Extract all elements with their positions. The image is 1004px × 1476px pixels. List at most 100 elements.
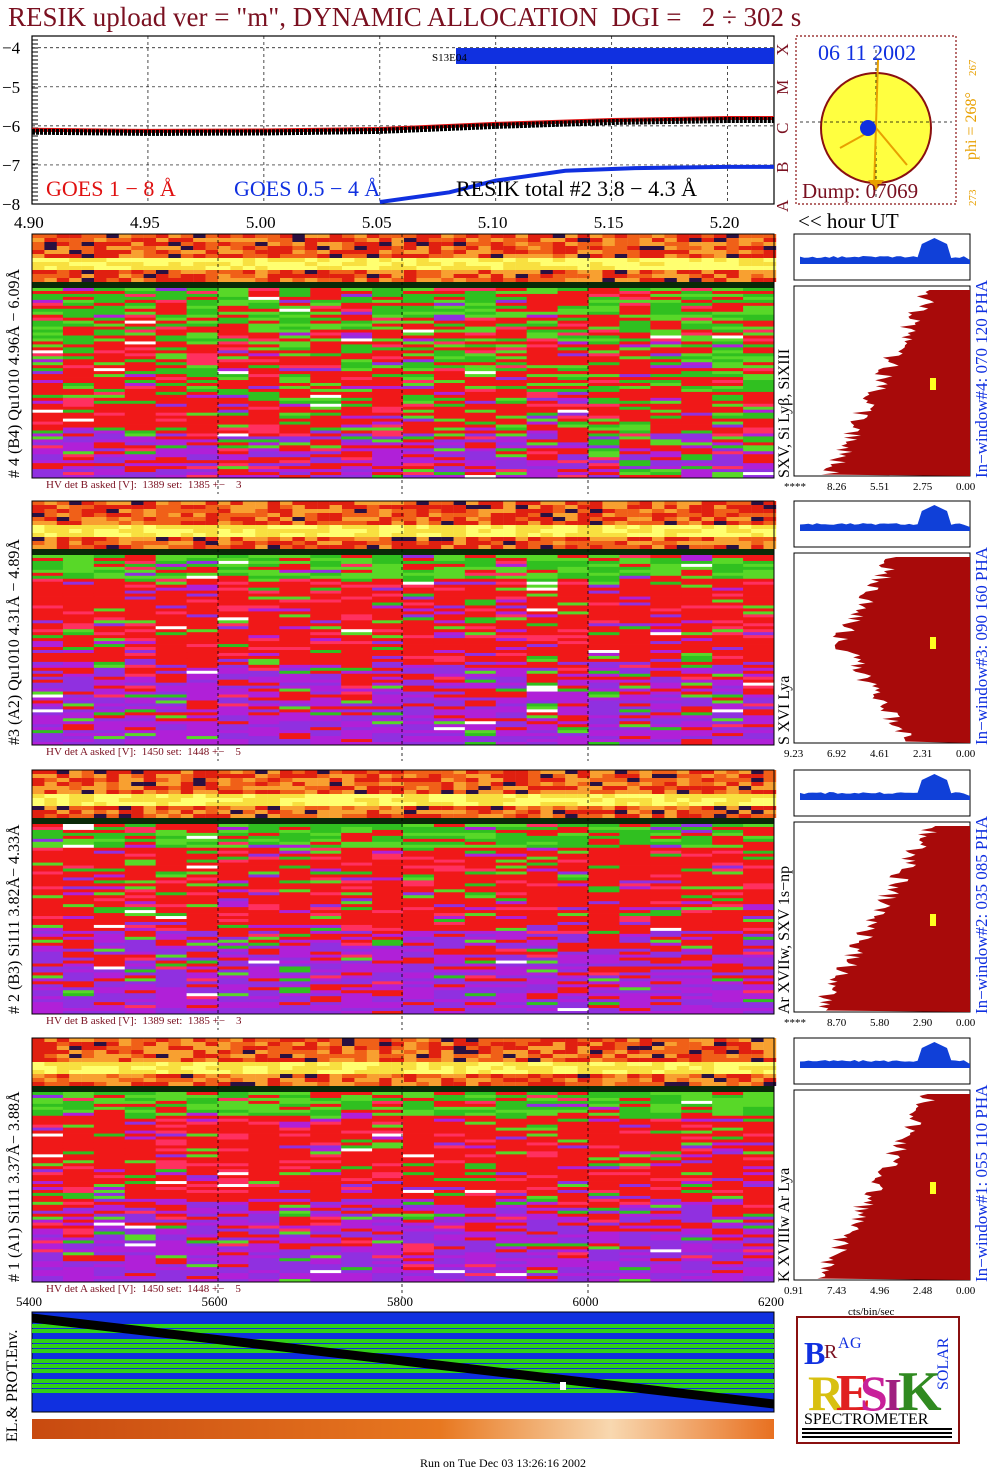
spectrogram bbox=[31, 233, 777, 494]
channel-left-label: # 4 (B4) Qu1010 4.96Å − 6.09Å bbox=[6, 268, 23, 478]
goes-xtick-label: 5.05 bbox=[362, 213, 392, 230]
legend-goes-0-5-4: GOES 0.5 − 4 Å bbox=[234, 176, 380, 201]
pha-xtick-label: 9.23 bbox=[784, 748, 804, 760]
pha-xtick-label: 0.00 bbox=[956, 748, 976, 760]
env-xtick-label: 6200 bbox=[758, 1294, 784, 1309]
pha-histogram: **** 8.26 5.51 2.75 0.00 bbox=[784, 233, 976, 493]
goes-lightcurve-panel: −4 −5 −6 −7 −8 4.90 4.95 5.00 5.05 5.10 5.15 5.20 … bbox=[0, 30, 792, 232]
env-xtick-label: 6000 bbox=[573, 1294, 599, 1309]
goes-class-letter: A bbox=[773, 199, 790, 212]
legend-goes-1-8: GOES 1 − 8 Å bbox=[46, 176, 176, 201]
channel-panel-1: HV det A asked [V]: 1450 set: 1448 +− 5 #… bbox=[0, 1036, 1004, 1298]
pha-xtick-label: 0.00 bbox=[956, 1285, 976, 1297]
footer-run-info: Run on Tue Dec 03 13:26:16 2002 bbox=[420, 1456, 587, 1470]
flare-location-dot bbox=[860, 120, 876, 136]
pha-xtick-label: 8.70 bbox=[827, 1017, 847, 1029]
sun-phi: phi = 268° bbox=[963, 92, 980, 160]
goes-ytick-label: −4 bbox=[2, 39, 21, 58]
goes-0-5-4-curve bbox=[379, 164, 774, 204]
sun-panel: 06 11 2002 Dump: 07069 phi = 268° 267 27… bbox=[792, 30, 1004, 210]
goes-ytick-label: −8 bbox=[2, 195, 20, 214]
active-region-bar bbox=[456, 48, 774, 64]
page-title: RESIK upload ver = "m", DYNAMIC ALLOCATI… bbox=[8, 2, 802, 32]
env-xtick-label: 5600 bbox=[202, 1294, 228, 1309]
pha-xtick-label: **** bbox=[784, 481, 806, 493]
sun-disk-diagram: 06 11 2002 Dump: 07069 phi = 268° 267 27… bbox=[795, 35, 980, 206]
pha-histogram: 0.91 7.43 4.96 2.48 0.00 bbox=[784, 1037, 976, 1297]
goes-class-letter: M bbox=[773, 80, 790, 95]
channel-line-label: K XVIIIw Ar Lya bbox=[776, 1167, 793, 1282]
pha-xtick-label: 5.80 bbox=[870, 1017, 890, 1029]
pha-window-label: In−window#3: 090 160 PHA bbox=[972, 546, 991, 745]
channel-line-label: Ar XVIIw, SXV 1s−np bbox=[776, 865, 793, 1014]
spectrogram bbox=[31, 769, 777, 1030]
pha-xtick-label: **** bbox=[784, 1017, 806, 1029]
pha-xtick-label: 6.92 bbox=[827, 748, 846, 760]
goes-ytick-label: −5 bbox=[2, 78, 20, 97]
channel-line-label: SXV, Si Lyβ, SiXIII bbox=[776, 348, 793, 478]
active-region-label: S13E04 bbox=[432, 52, 467, 64]
bragg-resik-logo: B R A G R E S I K SOLAR SPECTROMETER bbox=[796, 1316, 960, 1444]
goes-xtick-label: 4.95 bbox=[130, 213, 160, 230]
goes-class-letter: X bbox=[773, 43, 790, 55]
env-temperature-strip bbox=[32, 1419, 774, 1439]
pha-xtick-label: 0.00 bbox=[956, 1017, 976, 1029]
pha-histogram: **** 8.70 5.80 2.90 0.00 bbox=[784, 769, 976, 1029]
pha-window-label: In−window#1: 055 110 PHA bbox=[972, 1084, 991, 1282]
pha-unit-label: cts/bin/sec bbox=[848, 1306, 895, 1318]
pha-xtick-label: 4.61 bbox=[870, 748, 889, 760]
channel-panel-4: HV det B asked [V]: 1389 set: 1385 +− 3 #… bbox=[0, 232, 1004, 494]
spectrogram bbox=[31, 1037, 777, 1298]
pha-xtick-label: 2.31 bbox=[913, 748, 932, 760]
hour-ut-label: << hour UT bbox=[798, 209, 899, 233]
pha-window-label: In−window#4: 070 120 PHA bbox=[972, 279, 991, 478]
legend-resik-total: RESIK total #2 3.8 − 4.3 Å bbox=[456, 176, 697, 201]
sun-date: 06 11 2002 bbox=[818, 40, 916, 65]
pha-histogram: 9.23 6.92 4.61 2.31 0.00 bbox=[784, 500, 976, 760]
resik-total-curve bbox=[31, 117, 774, 136]
sun-dump: Dump: 07069 bbox=[802, 179, 918, 203]
pha-xtick-label: 0.00 bbox=[956, 481, 976, 493]
goes-class-letter: B bbox=[773, 162, 790, 173]
goes-xtick-label: 5.15 bbox=[594, 213, 624, 230]
channel-panel-2: HV det B asked [V]: 1389 set: 1385 +− 3 #… bbox=[0, 768, 1004, 1030]
env-xtick-label: 5400 bbox=[16, 1294, 42, 1309]
hv-info: HV det B asked [V]: 1389 set: 1385 +− 3 bbox=[46, 1015, 242, 1027]
pha-xtick-label: 7.43 bbox=[827, 1285, 847, 1297]
goes-xtick-label: 5.10 bbox=[478, 213, 508, 230]
logo-graphic: B R A G R E S I K SOLAR SPECTROMETER bbox=[802, 1335, 952, 1438]
goes-ytick-label: −7 bbox=[2, 156, 21, 175]
goes-class-letter: C bbox=[773, 123, 790, 134]
pha-xtick-label: 8.26 bbox=[827, 481, 847, 493]
goes-xtick-label: 5.00 bbox=[246, 213, 276, 230]
goes-ytick-label: −6 bbox=[2, 117, 20, 136]
channel-left-label: #3 (A2) Qu1010 4.31Å − 4.89Å bbox=[6, 539, 23, 745]
env-label: EL.& PROT.Env. bbox=[4, 1329, 21, 1442]
channel-panel-3: HV det A asked [V]: 1450 set: 1448 +− 5 #… bbox=[0, 499, 1004, 761]
spectrogram bbox=[31, 500, 777, 761]
goes-xtick-label: 5.20 bbox=[710, 213, 740, 230]
hv-info: HV det A asked [V]: 1450 set: 1448 +− 5 bbox=[46, 1283, 241, 1295]
pha-xtick-label: 2.90 bbox=[913, 1017, 933, 1029]
pha-xtick-label: 2.48 bbox=[913, 1285, 933, 1297]
env-xtick-label: 5800 bbox=[387, 1294, 413, 1309]
channel-left-label: # 1 (A1) Si111 3.37Å− 3.88Å bbox=[6, 1091, 23, 1283]
pha-xtick-label: 0.91 bbox=[784, 1285, 803, 1297]
env-trend-line bbox=[31, 1313, 775, 1409]
sun-phi-bottom: 273 bbox=[967, 189, 979, 206]
env-chart: 5400 5600 5800 6000 6200 bbox=[16, 1294, 784, 1439]
channel-left-label: # 2 (B3) Si111 3.82Å− 4.33Å bbox=[6, 824, 23, 1014]
pha-xtick-label: 5.51 bbox=[870, 481, 889, 493]
sun-phi-small: 267 bbox=[967, 59, 979, 76]
pha-xtick-label: 2.75 bbox=[913, 481, 933, 493]
logo-spectrometer: SPECTROMETER bbox=[804, 1411, 929, 1428]
env-marker bbox=[560, 1382, 566, 1390]
goes-xtick-label: 4.90 bbox=[14, 213, 44, 230]
goes-chart: −4−5−6−7−8 4.90 4.95 5.00 5.05 5.10 5.15 5.20 … bbox=[2, 35, 792, 232]
channel-line-label: S XVI Lya bbox=[776, 675, 793, 745]
hv-info: HV det A asked [V]: 1450 set: 1448 +− 5 bbox=[46, 746, 241, 758]
hv-info: HV det B asked [V]: 1389 set: 1385 +− 3 bbox=[46, 479, 242, 491]
pha-window-label: In−window#2: 035 085 PHA bbox=[972, 815, 991, 1014]
pha-xtick-label: 4.96 bbox=[870, 1285, 890, 1297]
env-panel: 5400 5600 5800 6000 6200 EL.& PROT.Env. bbox=[0, 1290, 790, 1450]
